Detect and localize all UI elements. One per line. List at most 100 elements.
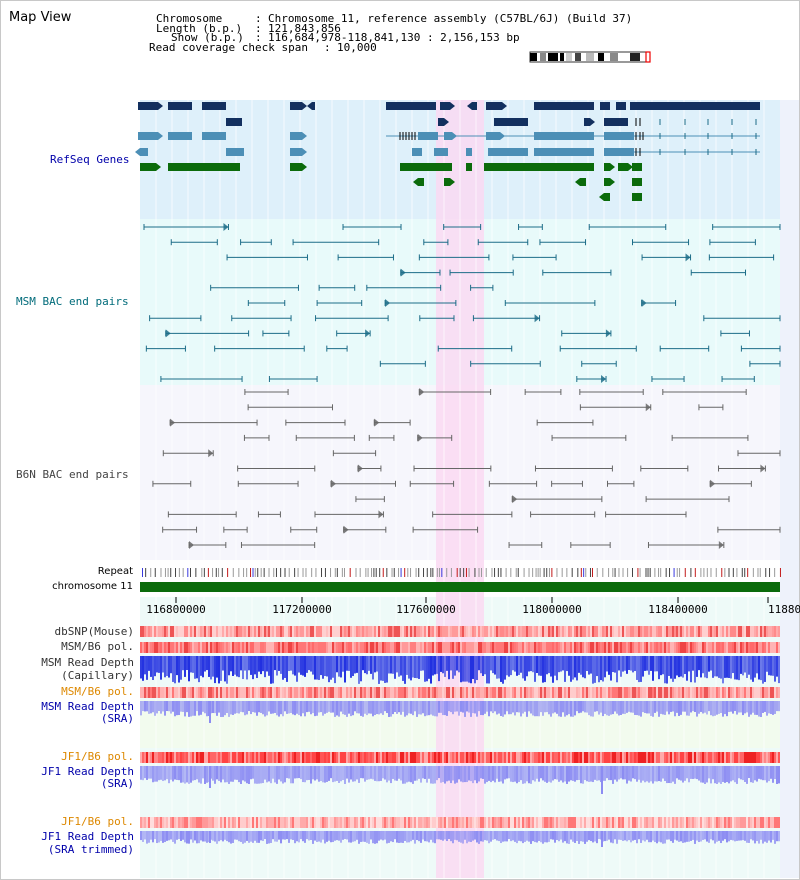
heat-cell [402, 642, 404, 653]
heat-cell [500, 687, 502, 698]
depth-bar [430, 656, 432, 684]
depth-bar [698, 766, 700, 781]
track-label-msm-b6-pol-2[interactable]: MSM/B6 pol. [61, 685, 134, 698]
depth-bar [542, 766, 544, 781]
depth-bar [558, 766, 560, 782]
heat-cell [730, 687, 732, 698]
heat-cell [376, 817, 378, 828]
heat-cell [600, 626, 602, 637]
track-label-repeat[interactable]: Repeat [97, 566, 133, 577]
depth-bar [538, 701, 540, 717]
depth-bar [480, 701, 482, 716]
heat-cell [476, 642, 478, 653]
depth-bar [444, 656, 446, 677]
depth-bar [682, 831, 684, 843]
heat-cell [566, 687, 568, 698]
depth-bar [274, 831, 276, 842]
track-label-msm-b6-pol-1[interactable]: MSM/B6 pol. [61, 640, 134, 653]
depth-bar [208, 656, 210, 677]
depth-bar [614, 766, 616, 780]
track-label-b6n-bac[interactable]: B6N BAC end pairs [16, 468, 129, 481]
heat-cell [204, 817, 206, 828]
heat-cell [768, 817, 770, 828]
gene-exon [434, 148, 448, 156]
heat-cell [450, 817, 452, 828]
heat-cell [544, 642, 546, 653]
heat-cell [680, 817, 682, 828]
heat-cell [444, 687, 446, 698]
heat-cell [182, 752, 184, 763]
depth-bar [178, 766, 180, 781]
heat-cell [378, 626, 380, 637]
track-label-msm-bac[interactable]: MSM BAC end pairs [16, 295, 129, 308]
depth-bar [574, 766, 576, 782]
heat-cell [514, 817, 516, 828]
track-label-refseq-genes[interactable]: RefSeq Genes [50, 153, 130, 166]
heat-cell [318, 687, 320, 698]
depth-bar [288, 701, 290, 714]
chromosome-key: Chromosome [156, 12, 223, 25]
heat-cell [240, 687, 242, 698]
heat-cell [448, 626, 450, 637]
depth-bar [270, 656, 272, 684]
heat-cell [694, 687, 696, 698]
heat-cell [652, 626, 654, 637]
gene-exon [290, 163, 302, 171]
repeat-feature [341, 568, 343, 577]
heat-cell [520, 752, 522, 763]
heat-cell [540, 752, 542, 763]
heat-cell [170, 626, 172, 637]
depth-bar [350, 656, 352, 678]
track-label-jf1-b6-pol-1[interactable]: JF1/B6 pol. [61, 750, 134, 763]
depth-bar [650, 656, 652, 671]
depth-bar [524, 766, 526, 784]
depth-bar [628, 766, 630, 781]
depth-bar [308, 701, 310, 712]
track-label-jf1-read-depth-sra[interactable]: JF1 Read Depth [41, 765, 134, 778]
heat-cell [174, 687, 176, 698]
depth-bar [378, 766, 380, 782]
repeat-feature [732, 568, 734, 577]
heat-cell [752, 642, 754, 653]
heat-cell [284, 687, 286, 698]
heat-cell [526, 687, 528, 698]
depth-bar [718, 831, 720, 841]
depth-bar [388, 701, 390, 717]
track-label-msm-read-depth-capillary[interactable]: MSM Read Depth [41, 656, 134, 669]
heat-cell [742, 687, 744, 698]
heat-cell [370, 626, 372, 637]
heat-cell [314, 642, 316, 653]
track-label-jf1-read-depth-trimmed[interactable]: JF1 Read Depth [41, 830, 134, 843]
depth-bar [412, 831, 414, 840]
heat-cell [524, 687, 526, 698]
depth-bar [222, 831, 224, 842]
heat-cell [678, 817, 680, 828]
heat-cell [622, 752, 624, 763]
track-label-dbsnp[interactable]: dbSNP(Mouse) [54, 625, 134, 638]
depth-bar [762, 831, 764, 844]
track-label-msm-read-depth-sra[interactable]: MSM Read Depth [41, 700, 134, 713]
track-label-jf1-b6-pol-2[interactable]: JF1/B6 pol. [61, 815, 134, 828]
depth-bar [512, 766, 514, 783]
repeat-feature [721, 568, 723, 577]
depth-bar [258, 766, 260, 784]
jf1-b6-pol-track-1 [140, 752, 780, 763]
heat-cell [772, 642, 774, 653]
depth-bar [196, 701, 198, 712]
heat-cell [242, 687, 244, 698]
depth-bar [770, 656, 772, 676]
depth-bar [622, 701, 624, 714]
track-label-chromosome[interactable]: chromosome 11 [52, 581, 133, 592]
heat-cell [762, 642, 764, 653]
heat-cell [752, 626, 754, 637]
heat-cell [180, 817, 182, 828]
heat-cell [678, 626, 680, 637]
depth-bar [250, 656, 252, 675]
heat-cell [416, 752, 418, 763]
heat-cell [776, 626, 778, 637]
gene-ticks [399, 118, 757, 156]
depth-bar [730, 831, 732, 840]
depth-bar [478, 656, 480, 671]
depth-bar [710, 831, 712, 840]
